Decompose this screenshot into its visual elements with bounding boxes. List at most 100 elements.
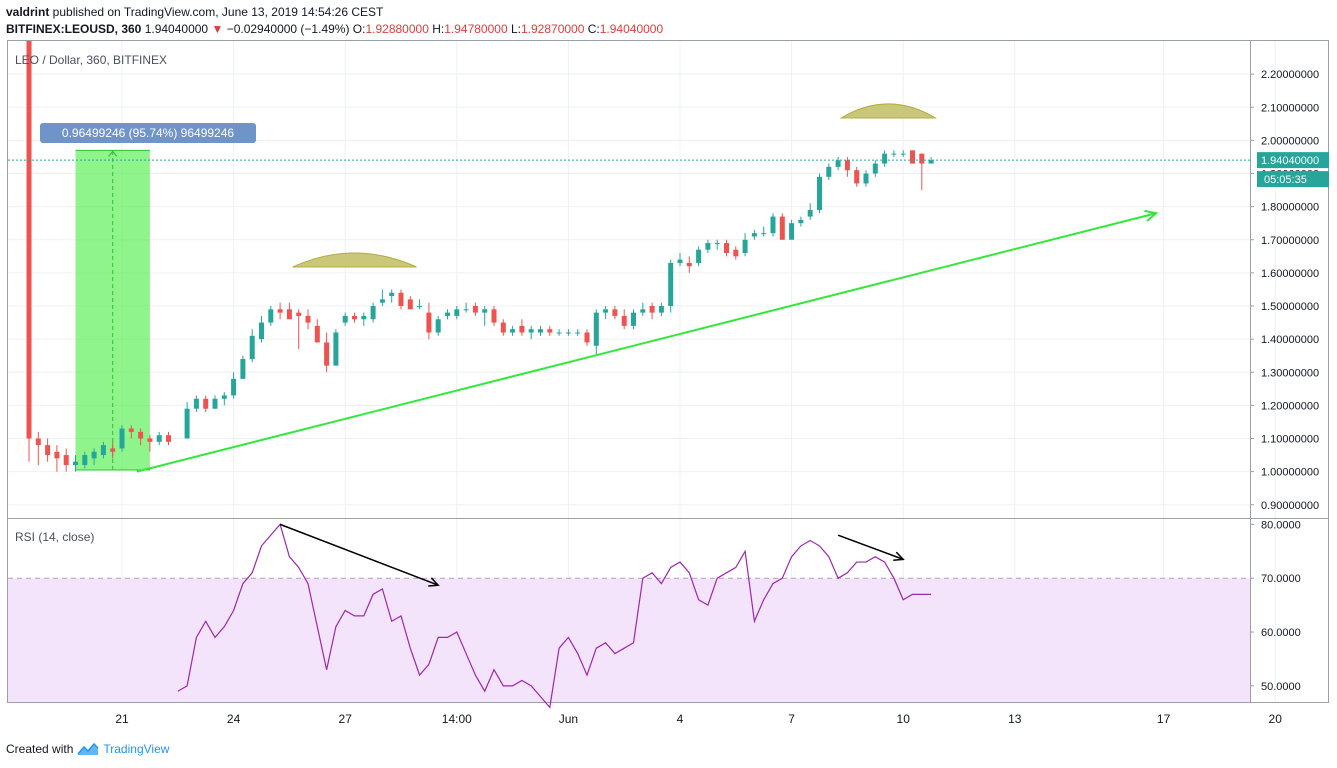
rsi-tick-label: 60.0000	[1261, 627, 1301, 639]
drawing-layer	[8, 103, 1250, 709]
candle-up	[212, 398, 218, 409]
candle-down	[166, 435, 171, 442]
time-tick-label: 10	[897, 712, 911, 726]
candle-up	[705, 243, 711, 250]
price-legend[interactable]: LEO / Dollar, 360, BITFINEX	[15, 53, 168, 67]
measure-label-box	[40, 123, 256, 143]
candle-down	[519, 325, 525, 333]
measure-range-layer: 0.96499246 (95.74%) 96499246	[40, 123, 256, 471]
rsi-legend[interactable]: RSI (14, close)	[15, 530, 95, 544]
price-tick-label: 0.90000000	[1261, 500, 1319, 512]
candle-up	[863, 173, 869, 184]
time-tick-label: 24	[227, 712, 241, 726]
candle-up	[91, 451, 97, 459]
candle-up	[835, 160, 841, 167]
price-tick-label: 1.40000000	[1261, 334, 1319, 346]
candle-down	[45, 445, 51, 456]
candle-up	[714, 243, 720, 245]
candle-down	[305, 315, 311, 323]
rsi-divergence-arrow-left	[279, 523, 439, 586]
time-tick-label: 27	[339, 712, 353, 726]
time-tick-label: 17	[1157, 712, 1171, 726]
candle-up	[184, 408, 190, 439]
candle-up	[389, 292, 395, 297]
candle-up	[510, 329, 516, 333]
candle-up	[817, 176, 822, 210]
last-price: 1.94040000	[144, 22, 209, 36]
candle-down	[472, 306, 478, 313]
candle-up	[249, 335, 255, 359]
candle-down	[286, 309, 292, 320]
candle-down	[910, 150, 915, 164]
candle-down	[844, 160, 850, 171]
measure-range-arrow	[108, 150, 118, 157]
price-tick-label: 1.30000000	[1261, 367, 1319, 379]
arc-drawing-right	[839, 103, 938, 119]
candle-down	[147, 438, 153, 442]
candle-up	[565, 332, 571, 334]
candle-down	[110, 448, 116, 452]
candle-up	[603, 309, 609, 313]
arc-drawing-left	[292, 252, 417, 268]
candle-up	[259, 322, 264, 340]
candle-up	[333, 332, 339, 366]
tradingview-brand[interactable]: TradingView	[103, 742, 170, 756]
trendline-arrowhead	[1144, 209, 1159, 222]
price-tick-label: 1.10000000	[1261, 434, 1319, 446]
candle-up	[882, 153, 888, 164]
candle-up	[928, 160, 934, 164]
created-with-text: Created with	[6, 742, 74, 756]
high-value: 1.94780000	[444, 22, 508, 36]
candle-down	[426, 312, 432, 333]
rsi-band-layer	[8, 577, 1250, 702]
candle-down	[203, 398, 209, 409]
candle-up	[575, 332, 581, 334]
candle-up	[631, 312, 636, 326]
candle-down	[584, 332, 590, 343]
candle-down	[128, 428, 134, 432]
price-tick-label: 2.00000000	[1261, 135, 1319, 147]
candle-down	[491, 309, 497, 323]
low-label: L:	[510, 22, 521, 36]
candle-up	[770, 216, 776, 234]
close-label: C:	[587, 22, 600, 36]
candle-up	[73, 461, 78, 465]
price-tick-label: 2.10000000	[1261, 102, 1319, 114]
candle-up	[891, 153, 897, 155]
candle-up	[872, 163, 878, 174]
candle-up	[668, 262, 674, 306]
candle-up	[156, 435, 162, 442]
chart-frame	[7, 40, 1329, 703]
candle-down	[138, 431, 144, 439]
candle-up	[221, 395, 227, 399]
trendline	[136, 212, 1157, 473]
down-triangle-icon: ▼	[211, 22, 224, 36]
rsi-divergence-arrow-left-head	[428, 577, 440, 587]
countdown-tag-label: 05:05:35	[1264, 174, 1307, 186]
high-label: H:	[432, 22, 445, 36]
candle-down	[314, 325, 320, 343]
candle-up	[751, 233, 757, 237]
candle-up	[82, 455, 88, 465]
tradingview-logo-icon[interactable]	[77, 742, 99, 756]
price-tick-label: 2.20000000	[1261, 69, 1319, 81]
symbol-label: BITFINEX:LEOUSD, 360	[6, 22, 142, 36]
candle-up	[658, 306, 664, 313]
candle-up	[826, 166, 832, 177]
candle-up	[193, 398, 199, 409]
candle-down	[277, 309, 283, 313]
time-tick-label: 7	[788, 712, 795, 726]
countdown-tag	[1257, 171, 1329, 188]
candle-up	[528, 329, 534, 333]
candle-up	[417, 306, 423, 307]
candle-up	[807, 209, 813, 217]
candle-up	[556, 332, 562, 334]
candle-up	[593, 312, 599, 346]
candle-up	[445, 312, 450, 316]
rsi-band	[8, 578, 1250, 702]
candle-down	[54, 451, 60, 459]
candle-down	[733, 249, 739, 257]
author-name[interactable]: valdrint	[6, 5, 50, 19]
candle-down	[686, 262, 692, 267]
